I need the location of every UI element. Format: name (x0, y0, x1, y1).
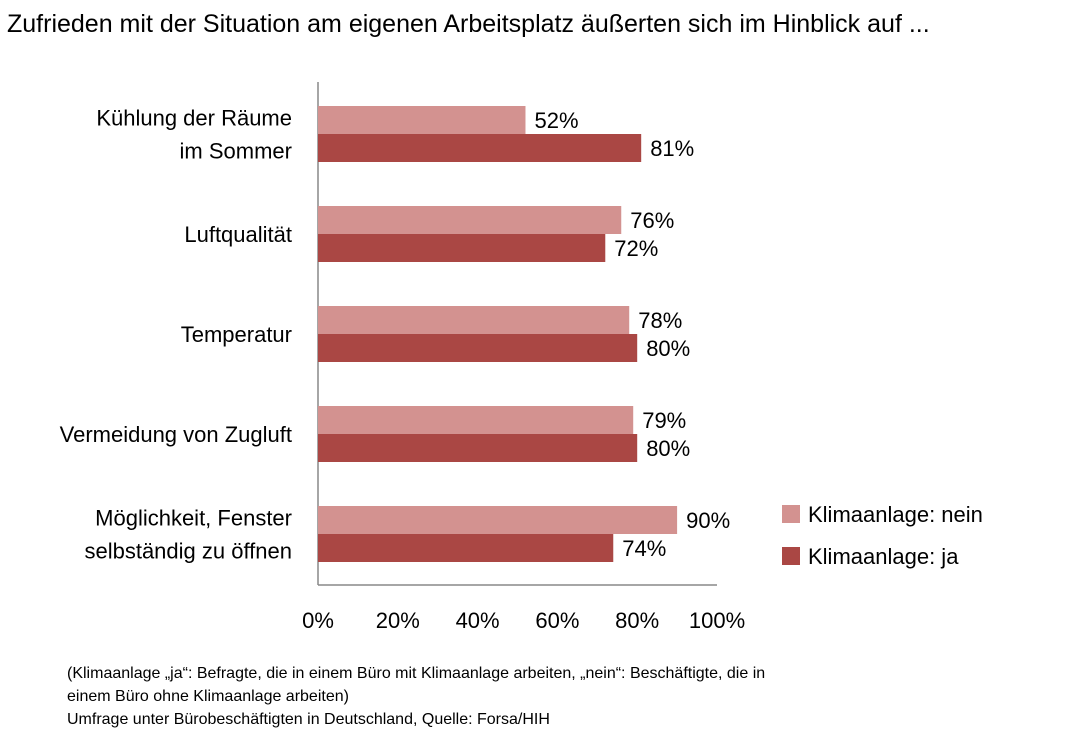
legend-label: Klimaanlage: nein (808, 502, 983, 527)
category-label: Möglichkeit, Fenster (95, 506, 292, 531)
data-label: 79% (642, 408, 686, 433)
bar (318, 306, 630, 334)
bar-chart: 0% 20% 40% 60% 80% 100% Kühlung der Räume im So… (60, 82, 983, 633)
footnote-line-3: Umfrage unter Bürobeschäftigten in Deuts… (67, 711, 550, 728)
data-label: 72% (614, 236, 658, 261)
category-label: im Sommer (180, 139, 292, 164)
bar (318, 506, 678, 534)
category-label: selbständig zu öffnen (84, 539, 292, 564)
category-label: Kühlung der Räume (96, 106, 292, 131)
category-label: Temperatur (181, 322, 292, 347)
x-tick-label: 80% (615, 608, 659, 633)
x-tick-label: 0% (302, 608, 334, 633)
bar (318, 206, 622, 234)
footnote-line-2: einem Büro ohne Klimaanlage arbeiten) (67, 688, 349, 705)
chart-title: Zufrieden mit der Situation am eigenen A… (7, 10, 930, 38)
footnote-line-1: (Klimaanlage „ja“: Befragte, die in eine… (67, 665, 766, 682)
legend-label: Klimaanlage: ja (808, 544, 959, 569)
data-label: 74% (622, 536, 666, 561)
x-tick-label: 60% (535, 608, 579, 633)
bar (318, 106, 526, 134)
data-label: 80% (646, 336, 690, 361)
x-tick-label: 100% (689, 608, 745, 633)
data-label: 78% (638, 308, 682, 333)
data-label: 76% (630, 208, 674, 233)
bar (318, 434, 638, 462)
data-label: 90% (686, 508, 730, 533)
bar (318, 234, 606, 262)
bar (318, 406, 634, 434)
category-label: Vermeidung von Zugluft (60, 422, 292, 447)
bar (318, 534, 614, 562)
data-label: 80% (646, 436, 690, 461)
bar (318, 334, 638, 362)
bar (318, 134, 642, 162)
x-tick-label: 40% (456, 608, 500, 633)
legend-swatch (782, 505, 800, 523)
x-tick-label: 20% (376, 608, 420, 633)
data-label: 52% (534, 108, 578, 133)
data-label: 81% (650, 136, 694, 161)
category-label: Luftqualität (184, 222, 292, 247)
legend-swatch (782, 547, 800, 565)
